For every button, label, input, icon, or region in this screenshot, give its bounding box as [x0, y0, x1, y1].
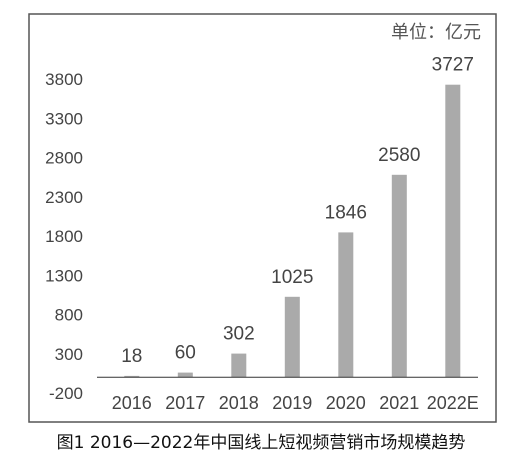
y-tick-label: 3800	[45, 70, 83, 89]
data-label: 3727	[432, 55, 474, 76]
bar	[231, 353, 247, 378]
x-tick-label: 2020	[326, 393, 366, 413]
y-tick-label: 3300	[45, 109, 83, 128]
bars	[124, 84, 461, 378]
figure-caption: 图1 2016—2022年中国线上短视频营销市场规模趋势	[56, 433, 466, 453]
data-label: 18	[121, 346, 142, 367]
x-tick-label: 2018	[219, 393, 259, 413]
bar	[284, 296, 300, 378]
unit-label: 单位：亿元	[391, 22, 481, 42]
y-tick-label: 300	[55, 345, 83, 364]
x-tick-label: 2017	[165, 393, 205, 413]
y-tick-label: -200	[49, 384, 83, 403]
x-tick-label: 2019	[272, 393, 312, 413]
y-tick-label: 2800	[45, 149, 83, 168]
bar	[177, 372, 193, 378]
x-tick-label: 2022E	[427, 393, 479, 413]
y-tick-label: 2300	[45, 188, 83, 207]
y-tick-label: 800	[55, 306, 83, 325]
chart-frame	[28, 13, 497, 423]
data-label: 60	[175, 343, 196, 364]
bar	[445, 84, 461, 378]
bar	[338, 232, 354, 378]
data-labels: 18 60 302 1025 1846 2580 3727	[121, 55, 474, 367]
y-axis-ticks: -200 300 800 1300 1800 2300 2800 3300 3800	[45, 70, 83, 403]
data-label: 302	[223, 324, 255, 345]
data-label: 2580	[378, 145, 420, 166]
x-tick-label: 2016	[112, 393, 152, 413]
bar-chart: 单位：亿元 -200 300 800 1300 1800 2300 2800 3300 3800…	[28, 13, 497, 423]
x-tick-label: 2021	[379, 393, 419, 413]
bar	[124, 375, 140, 378]
data-label: 1846	[325, 202, 367, 223]
data-label: 1025	[271, 267, 313, 288]
x-axis-ticks: 2016 2017 2018 2019 2020 2021 2022E	[112, 393, 479, 413]
y-tick-label: 1300	[45, 266, 83, 285]
y-tick-label: 1800	[45, 227, 83, 246]
bar	[391, 174, 407, 378]
